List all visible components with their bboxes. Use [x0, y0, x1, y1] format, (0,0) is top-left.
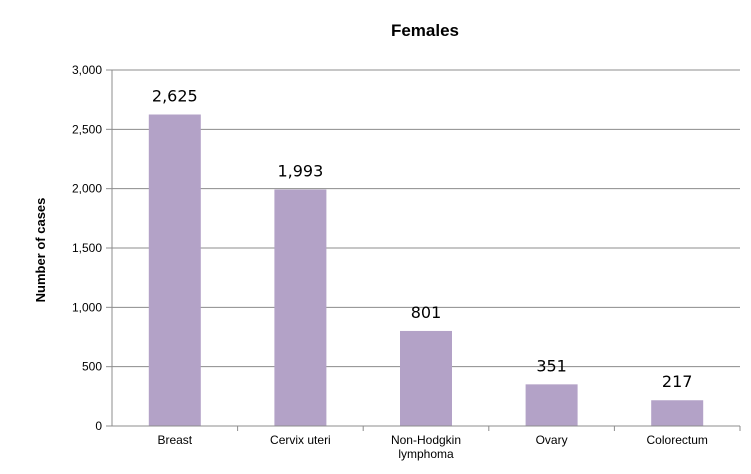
y-tick-label: 0 [95, 419, 102, 433]
x-tick-label: Non-Hodgkin lymphoma [391, 433, 461, 461]
y-tick-label: 3,000 [72, 63, 102, 77]
bars [148, 114, 704, 426]
x-tick-label: Cervix uteri [270, 433, 331, 447]
y-tick-label: 500 [82, 360, 102, 374]
chart-title: Females [391, 21, 459, 40]
y-axis-label: Number of cases [33, 198, 48, 303]
data-labels: 2,625 1,993 801 351 217 [152, 87, 693, 392]
bar [148, 114, 201, 426]
y-tick-label: 1,000 [72, 300, 102, 314]
bar [400, 330, 452, 426]
data-label: 801 [411, 303, 442, 322]
x-tick-label: Colorectum [647, 433, 708, 447]
bar [525, 384, 578, 426]
bar [651, 400, 704, 426]
x-tick-labels: Breast Cervix uteri Non-Hodgkin lymphoma Ova… [157, 433, 707, 461]
x-tick-label: Breast [157, 433, 192, 447]
gridlines [106, 69, 741, 431]
data-label: 217 [662, 372, 693, 391]
y-tick-label: 2,500 [72, 122, 102, 136]
data-label: 1,993 [277, 161, 323, 180]
data-label: 2,625 [152, 87, 198, 106]
y-tick-label: 1,500 [72, 241, 102, 255]
data-label: 351 [536, 356, 567, 375]
y-tick-label: 2,000 [72, 182, 102, 196]
bar [274, 189, 327, 426]
y-tick-labels: 0 500 1,000 1,500 2,000 2,500 3,000 [72, 63, 102, 433]
x-tick-label: Ovary [536, 433, 568, 447]
